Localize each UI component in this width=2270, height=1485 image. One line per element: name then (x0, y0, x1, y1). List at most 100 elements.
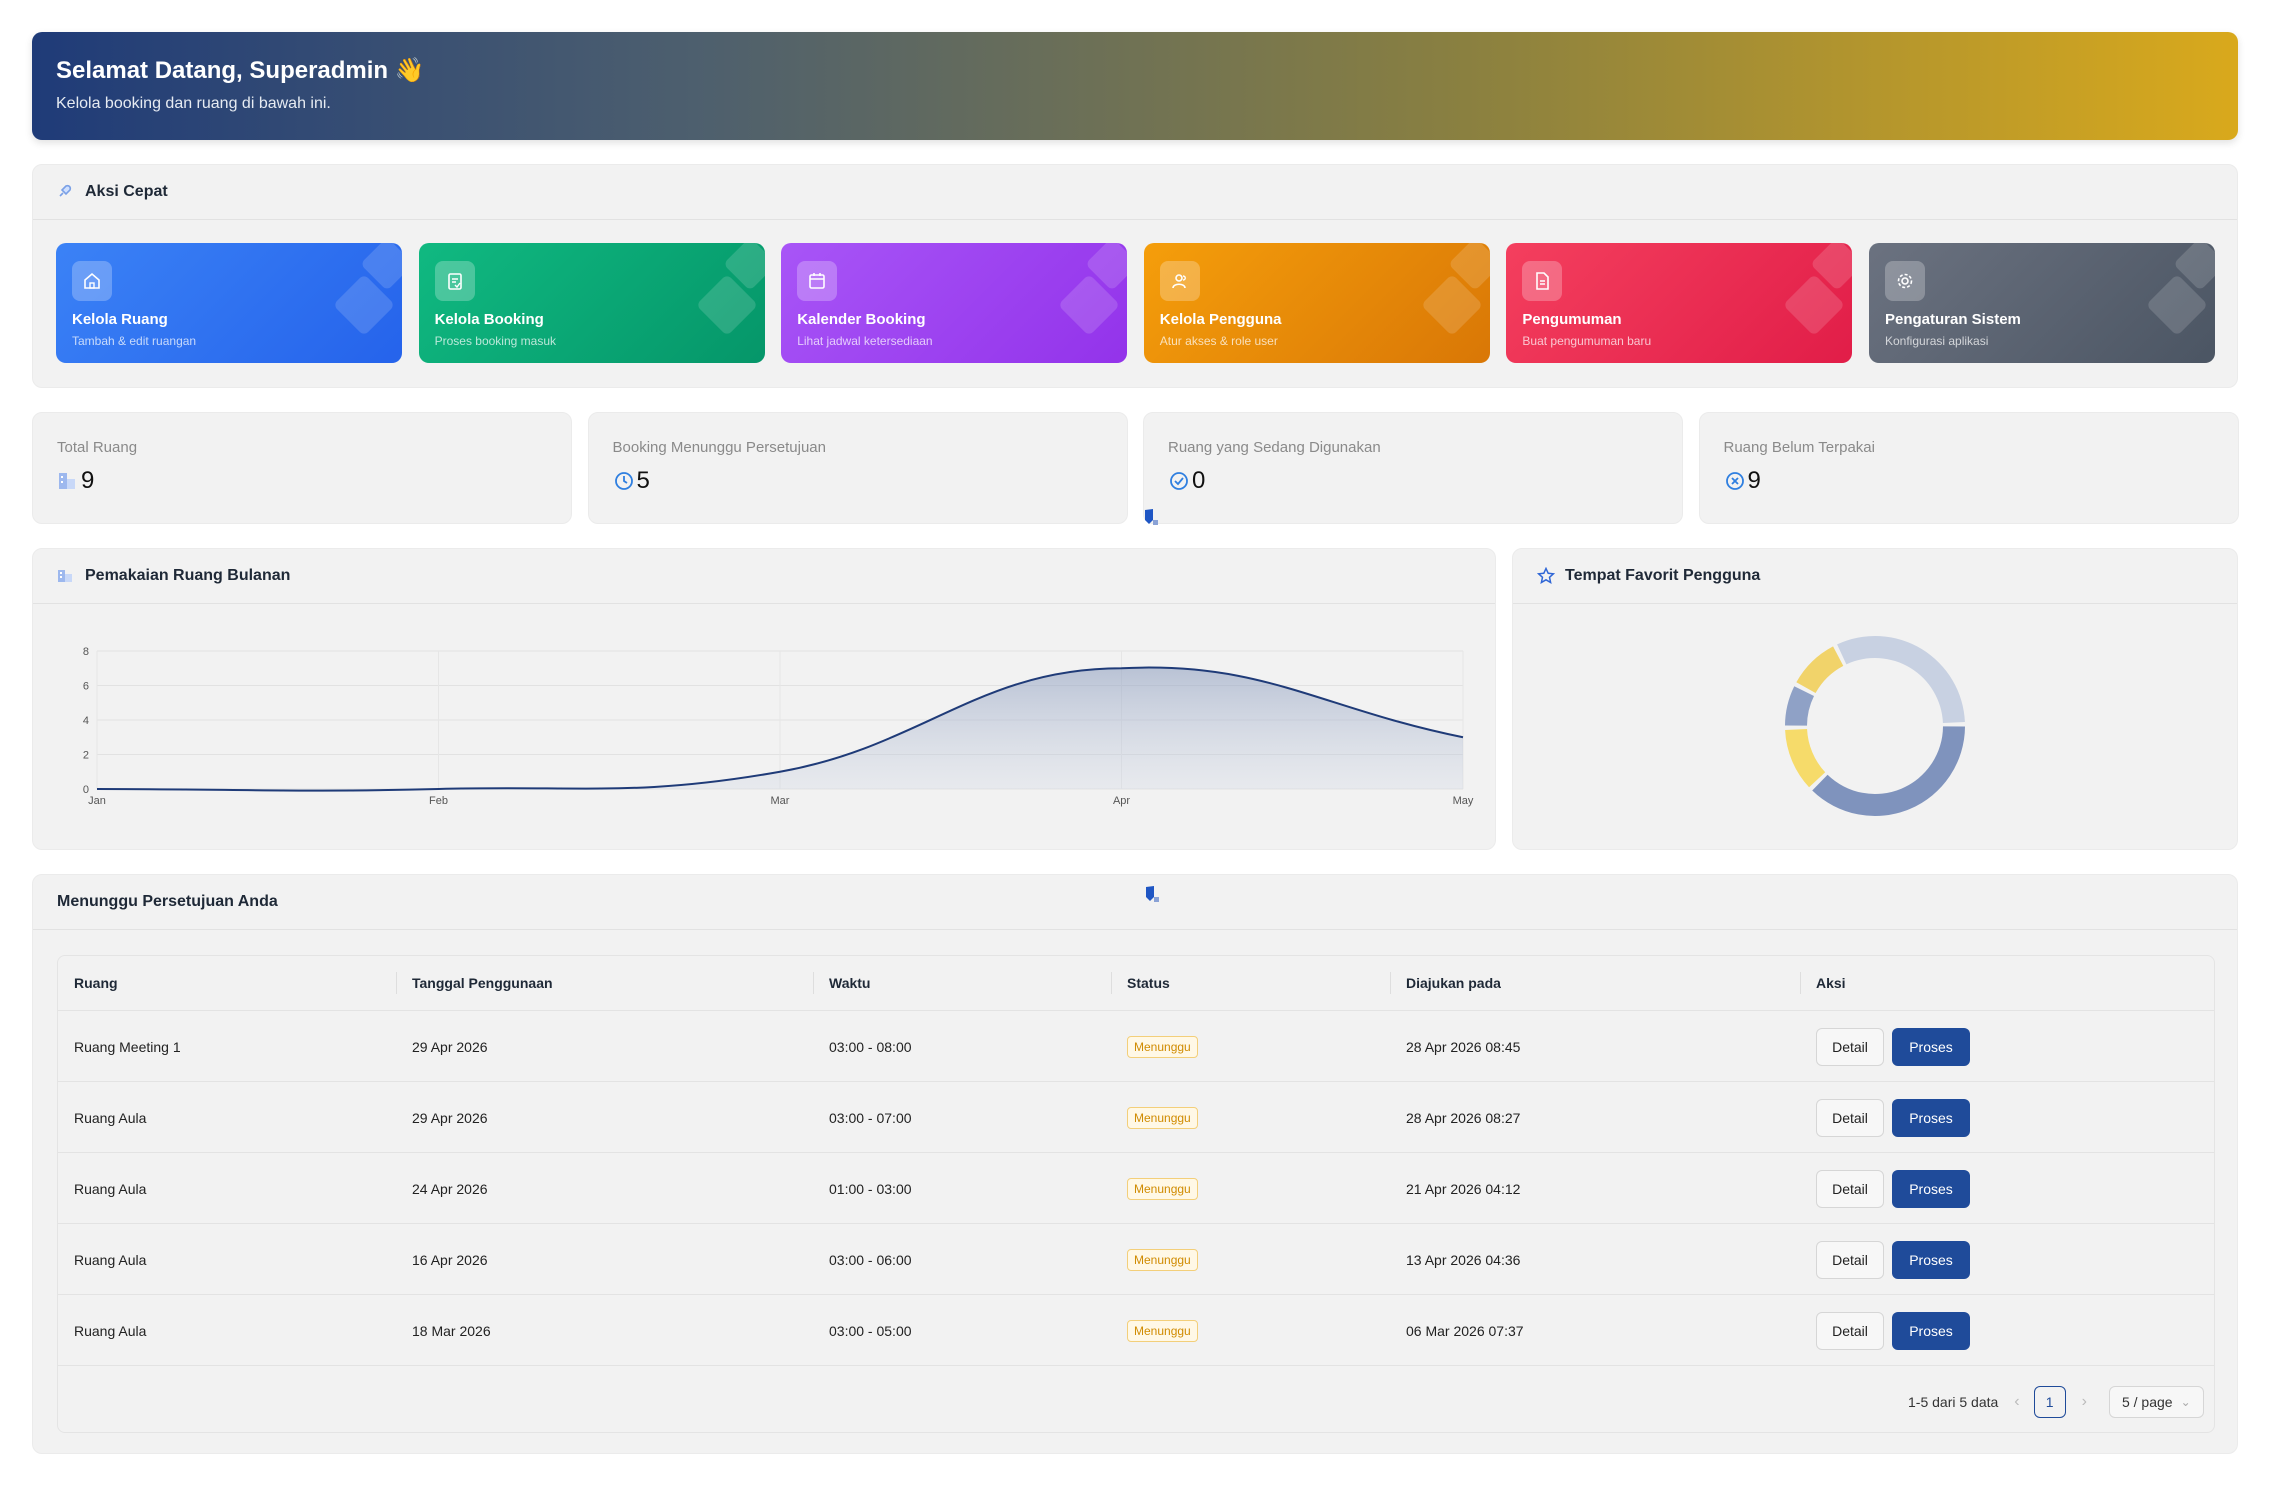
check-circle-icon (1170, 472, 1188, 490)
shield-icon (1146, 886, 1159, 902)
tile-title: Kelola Ruang (72, 311, 168, 328)
proses-button[interactable]: Proses (1892, 1311, 1970, 1350)
stat-value: 0 (1192, 467, 1206, 494)
table-row: Ruang Aula 29 Apr 2026 03:00 - 07:00 Men… (58, 1081, 2214, 1152)
column-divider (1800, 972, 1801, 994)
clipboard-icon (434, 261, 475, 301)
cell-tanggal: 18 Mar 2026 (412, 1322, 491, 1339)
donut-slice[interactable] (1837, 636, 1965, 723)
clock-icon (614, 472, 633, 490)
y-tick-label: 6 (83, 681, 89, 693)
pending-title: Menunggu Persetujuan Anda (57, 893, 278, 910)
status-badge: Menunggu (1127, 1177, 1198, 1200)
cell-ruang: Ruang Aula (74, 1109, 147, 1126)
cell-status: Menunggu (1127, 1224, 1198, 1295)
cell-ruang: Ruang Aula (74, 1251, 147, 1268)
cell-tanggal: 29 Apr 2026 (412, 1109, 488, 1126)
donut-slice[interactable] (1785, 686, 1814, 726)
cell-aksi: Detail Proses (1816, 1011, 1970, 1082)
status-badge: Menunggu (1127, 1106, 1198, 1129)
quick-actions-title: Aksi Cepat (85, 183, 168, 200)
donut-slice[interactable] (1785, 729, 1826, 788)
donut-slice[interactable] (1796, 646, 1844, 693)
cell-diajukan: 06 Mar 2026 07:37 (1406, 1322, 1524, 1339)
stat-label: Booking Menunggu Persetujuan (612, 439, 827, 456)
pagination-summary: 1-5 dari 5 data (1908, 1394, 1999, 1410)
cell-diajukan: 28 Apr 2026 08:45 (1406, 1038, 1521, 1055)
column-divider (1390, 972, 1391, 994)
quick-action-kelola-ruang[interactable]: Kelola Ruang Tambah & edit ruangan (56, 243, 402, 363)
usage-area-chart: 0 2 4 6 8 Jan Feb Mar Apr May (83, 646, 1474, 807)
page-size-select[interactable]: 5 / page ⌄ (2108, 1386, 2204, 1418)
quick-action-kalender-booking[interactable]: Kalender Booking Lihat jadwal ketersedia… (781, 243, 1128, 363)
status-badge: Menunggu (1127, 1035, 1198, 1058)
x-tick-label: May (1453, 795, 1474, 807)
favorite-chart-card: Tempat Favorit Pengguna (1512, 548, 2238, 850)
status-badge: Menunggu (1127, 1319, 1198, 1342)
cell-status: Menunggu (1127, 1082, 1198, 1153)
tile-subtitle: Lihat jadwal ketersediaan (797, 334, 933, 348)
detail-button[interactable]: Detail (1816, 1098, 1884, 1137)
favorite-donut-chart (1785, 636, 1965, 816)
prev-page-button[interactable]: ‹ (2014, 1393, 2020, 1410)
donut-slice[interactable] (1812, 726, 1965, 816)
stat-card: Booking Menunggu Persetujuan 5 (587, 412, 1128, 524)
cell-tanggal: 16 Apr 2026 (412, 1251, 488, 1268)
cell-tanggal: 29 Apr 2026 (412, 1038, 488, 1055)
page-1-button[interactable]: 1 (2033, 1386, 2066, 1418)
column-header: Aksi (1816, 975, 1846, 991)
proses-button[interactable]: Proses (1892, 1240, 1970, 1279)
rocket-icon (57, 183, 73, 204)
table-row: Ruang Aula 16 Apr 2026 03:00 - 06:00 Men… (58, 1223, 2214, 1294)
quick-action-pengumuman[interactable]: Pengumuman Buat pengumuman baru (1506, 243, 1853, 363)
welcome-banner: Selamat Datang, Superadmin 👋 Kelola book… (32, 32, 2238, 140)
tile-subtitle: Konfigurasi aplikasi (1885, 334, 1989, 348)
column-divider (396, 972, 397, 994)
stat-card: Total Ruang 9 (32, 412, 572, 524)
tile-title: Kalender Booking (797, 311, 926, 328)
column-header: Ruang (74, 975, 118, 991)
detail-button[interactable]: Detail (1816, 1240, 1884, 1279)
cell-waktu: 03:00 - 07:00 (829, 1109, 912, 1126)
detail-button[interactable]: Detail (1816, 1169, 1884, 1208)
column-divider (1111, 972, 1112, 994)
detail-button[interactable]: Detail (1816, 1027, 1884, 1066)
stat-value: 9 (81, 467, 95, 494)
x-tick-label: Feb (429, 795, 448, 807)
cell-diajukan: 21 Apr 2026 04:12 (1406, 1180, 1521, 1197)
proses-button[interactable]: Proses (1892, 1027, 1970, 1066)
x-tick-label: Mar (771, 795, 790, 807)
quick-action-pengaturan-sistem[interactable]: Pengaturan Sistem Konfigurasi aplikasi (1869, 243, 2215, 363)
gear-icon (1885, 261, 1925, 301)
tile-subtitle: Proses booking masuk (434, 334, 556, 348)
cell-waktu: 03:00 - 05:00 (829, 1322, 912, 1339)
y-tick-label: 8 (83, 646, 89, 658)
table-row: Ruang Aula 24 Apr 2026 01:00 - 03:00 Men… (58, 1152, 2214, 1223)
calendar-icon (797, 261, 838, 301)
quick-action-kelola-booking[interactable]: Kelola Booking Proses booking masuk (418, 243, 765, 363)
stat-value: 9 (1747, 467, 1761, 494)
building-icon (57, 567, 73, 588)
table-row: Ruang Aula 18 Mar 2026 03:00 - 05:00 Men… (58, 1294, 2214, 1365)
pending-header: Menunggu Persetujuan Anda (33, 875, 2237, 930)
tile-title: Pengaturan Sistem (1885, 311, 2021, 328)
next-page-button[interactable]: › (2081, 1393, 2087, 1410)
cell-status: Menunggu (1127, 1295, 1198, 1366)
home-icon (72, 261, 112, 301)
quick-action-kelola-pengguna[interactable]: Kelola Pengguna Atur akses & role user (1143, 243, 1490, 363)
table-divider (58, 1365, 2214, 1366)
tile-subtitle: Tambah & edit ruangan (72, 334, 197, 348)
proses-button[interactable]: Proses (1892, 1098, 1970, 1137)
stat-card: Ruang Belum Terpakai 9 (1698, 412, 2239, 524)
detail-button[interactable]: Detail (1816, 1311, 1884, 1350)
quick-actions-header: Aksi Cepat (33, 165, 2237, 220)
users-icon (1159, 261, 1200, 301)
welcome-title: Selamat Datang, Superadmin 👋 (56, 57, 425, 84)
x-tick-label: Jan (88, 795, 106, 807)
cell-status: Menunggu (1127, 1153, 1198, 1224)
column-header: Waktu (829, 975, 871, 991)
proses-button[interactable]: Proses (1892, 1169, 1970, 1208)
cell-ruang: Ruang Aula (74, 1322, 147, 1339)
status-badge: Menunggu (1127, 1248, 1198, 1271)
area-fill (97, 667, 1463, 791)
